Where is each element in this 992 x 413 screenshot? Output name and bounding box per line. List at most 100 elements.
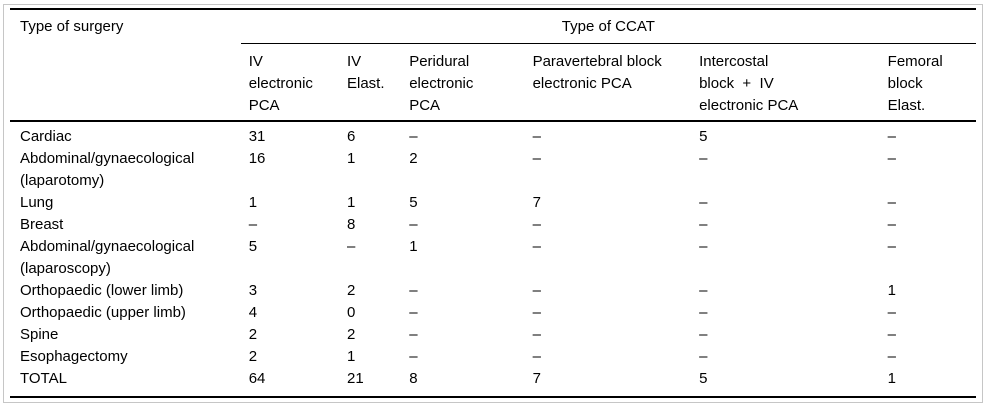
table-frame: Type of surgery Type of CCAT IV electron… <box>3 4 983 403</box>
col-header-line: Femoral <box>887 53 943 70</box>
cell: – <box>699 238 708 255</box>
cell: 8 <box>347 216 356 233</box>
cell: 2 <box>248 326 258 343</box>
table-row: Esophagectomy 2 1 – – – – <box>10 346 976 368</box>
column-header-row: IV electronic PCA IV Elast. Peridural el… <box>10 44 976 122</box>
cell: 1 <box>347 150 356 167</box>
col-header-line: PCA <box>248 97 280 114</box>
col-header-line: electronic PCA <box>699 97 799 114</box>
cell: – <box>699 348 708 365</box>
cell: – <box>887 304 896 321</box>
col-header-intercostal-block-iv-electronic-pca: Intercostal block + IV electronic PCA <box>691 44 880 122</box>
row-label: TOTAL <box>20 370 67 387</box>
cell: 8 <box>409 370 418 387</box>
cell: – <box>532 128 541 145</box>
col-header-iv-electronic-pca: IV electronic PCA <box>241 44 339 122</box>
col-header-line: Paravertebral block <box>532 53 662 70</box>
cell: 0 <box>347 304 356 321</box>
cell: – <box>532 238 541 255</box>
cell: – <box>887 216 896 233</box>
row-label: Breast <box>20 216 64 233</box>
cell: – <box>409 282 418 299</box>
cell: 5 <box>699 370 708 387</box>
cell: – <box>409 128 418 145</box>
cell: – <box>409 326 418 343</box>
cell: – <box>699 326 708 343</box>
col-header-iv-elast: IV Elast. <box>339 44 401 122</box>
cell: 1 <box>887 282 896 299</box>
cell: – <box>532 304 541 321</box>
cell: 2 <box>347 326 356 343</box>
col-header-line: electronic <box>248 75 313 92</box>
cell: – <box>887 238 896 255</box>
col-header-line: Elast. <box>347 75 385 92</box>
col-header-line: block <box>887 75 923 92</box>
cell: 2 <box>409 150 418 167</box>
cell: – <box>409 304 418 321</box>
col-header-femoral-block-elast: Femoral block Elast. <box>880 44 976 122</box>
cell: 1 <box>248 194 258 211</box>
cell: 7 <box>532 194 541 211</box>
cell: 31 <box>248 128 266 145</box>
row-label: Abdominal/gynaecological (laparotomy) <box>20 150 195 189</box>
cell: 6 <box>347 128 356 145</box>
cell: 5 <box>699 128 708 145</box>
cell: 5 <box>409 194 418 211</box>
row-label: Abdominal/gynaecological (laparoscopy) <box>20 238 195 277</box>
row-label: Cardiac <box>20 128 72 145</box>
cell: 1 <box>347 194 356 211</box>
table-body: Cardiac 31 6 – – 5 – Abdominal/gynaecolo… <box>10 121 976 397</box>
col-header-line: block + IV <box>699 75 774 92</box>
cell: 1 <box>409 238 418 255</box>
cell: 5 <box>248 238 258 255</box>
cell: – <box>409 348 418 365</box>
table-row: Spine 2 2 – – – – <box>10 324 976 346</box>
col-header-line: electronic <box>409 75 474 92</box>
cell: – <box>699 194 708 211</box>
table-row: Cardiac 31 6 – – 5 – <box>10 121 976 148</box>
table-row: Orthopaedic (upper limb) 4 0 – – – – <box>10 302 976 324</box>
table-header: Type of surgery Type of CCAT IV electron… <box>10 9 976 121</box>
col-header-peridural-electronic-pca: Peridural electronic PCA <box>401 44 524 122</box>
table-row: Abdominal/gynaecological (laparoscopy) 5… <box>10 236 976 280</box>
table-row: Orthopaedic (lower limb) 3 2 – – – 1 <box>10 280 976 302</box>
cell: 16 <box>248 150 266 167</box>
row-label: Esophagectomy <box>20 348 128 365</box>
cell: 2 <box>248 348 258 365</box>
row-label: Orthopaedic (upper limb) <box>20 304 186 321</box>
cell: 4 <box>248 304 258 321</box>
cell: – <box>532 348 541 365</box>
surgery-ccat-table: Type of surgery Type of CCAT IV electron… <box>10 8 976 398</box>
cell: – <box>532 150 541 167</box>
cell: 21 <box>347 370 364 387</box>
cell: – <box>887 348 896 365</box>
cell: – <box>887 150 896 167</box>
table-row-total: TOTAL 64 21 8 7 5 1 <box>10 368 976 397</box>
row-label: Orthopaedic (lower limb) <box>20 282 184 299</box>
row-label: Spine <box>20 326 59 343</box>
row-label: Lung <box>20 194 54 211</box>
cell: – <box>887 326 896 343</box>
corner-header: Type of surgery <box>20 18 124 35</box>
cell: – <box>532 282 541 299</box>
table-row: Lung 1 1 5 7 – – <box>10 192 976 214</box>
cell: – <box>532 326 541 343</box>
col-header-paravertebral-block-electronic-pca: Paravertebral block electronic PCA <box>525 44 692 122</box>
cell: 1 <box>887 370 896 387</box>
col-header-line: Peridural <box>409 53 470 70</box>
cell: – <box>699 304 708 321</box>
cell: – <box>248 216 258 233</box>
cell: – <box>532 216 541 233</box>
cell: – <box>699 150 708 167</box>
col-header-line: IV <box>347 53 362 70</box>
group-header-row: Type of surgery Type of CCAT <box>10 9 976 44</box>
col-header-line: PCA <box>409 97 441 114</box>
cell: 1 <box>347 348 356 365</box>
col-header-line: electronic PCA <box>532 75 632 92</box>
cell: 64 <box>248 370 266 387</box>
table-row: Abdominal/gynaecological (laparotomy) 16… <box>10 148 976 192</box>
cell: 3 <box>248 282 258 299</box>
cell: – <box>347 238 356 255</box>
col-header-line: Intercostal <box>699 53 769 70</box>
cell: – <box>409 216 418 233</box>
